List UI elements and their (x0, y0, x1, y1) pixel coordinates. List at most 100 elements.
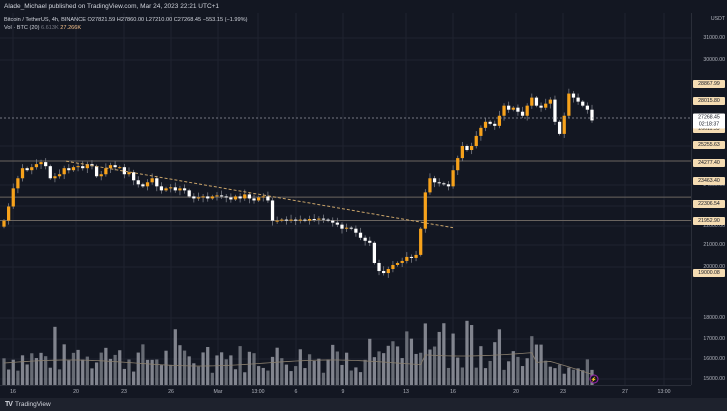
time-tick-label: 16 (450, 389, 456, 395)
volume-bar (557, 364, 562, 385)
volume-bar (150, 359, 154, 385)
symbol-name[interactable]: Bitcoin / TetherUS, 4h, BINANCE (4, 17, 86, 23)
trendline[interactable] (65, 160, 454, 229)
time-axis[interactable]: 16 20 23 26 Mar 13:00 6 9 13 16 20 23 27 13:00 (0, 385, 691, 398)
candlestick-chart[interactable]: ⚡ (0, 13, 691, 385)
candle (530, 97, 534, 106)
volume-bar (20, 355, 25, 385)
volume-value: 6.613K (41, 25, 59, 31)
candle (470, 146, 474, 151)
candle (553, 99, 557, 122)
volume-bar (294, 366, 298, 385)
volume-bar (247, 351, 252, 385)
volume-bar (266, 370, 270, 385)
volume-bar (553, 368, 557, 385)
price-tick-label: 20000.00 (703, 264, 725, 270)
volume-bar (2, 358, 6, 385)
volume-bar (470, 325, 474, 385)
price-level-label[interactable]: 19000.08 (693, 269, 725, 277)
candle (363, 237, 367, 241)
volume-bar (16, 370, 20, 385)
candle (127, 172, 131, 175)
candle (386, 269, 390, 274)
candle (2, 220, 6, 227)
time-tick-label: 13:00 (657, 389, 671, 395)
price-level-label[interactable]: 24277.40 (693, 159, 725, 167)
candle (224, 196, 228, 198)
volume-bar (372, 357, 377, 385)
candle (141, 184, 145, 187)
volume-bar (428, 349, 432, 385)
candle (437, 182, 441, 184)
candle (104, 168, 108, 175)
time-tick-label: 16 (10, 389, 16, 395)
volume-bar (57, 369, 62, 385)
volume-bar (395, 346, 400, 385)
candle (53, 176, 57, 179)
candle (358, 232, 363, 238)
candle (507, 105, 511, 110)
brand-name: TradingView (14, 401, 51, 408)
volume-bar (312, 360, 316, 385)
volume-bar (11, 359, 15, 385)
price-level-label[interactable]: 28867.99 (693, 80, 725, 88)
candle (187, 190, 191, 197)
candle (118, 167, 122, 169)
current-price-label[interactable]: 27268.45 02:18:37 (693, 113, 725, 129)
volume-bar (451, 333, 455, 385)
candle (344, 227, 349, 229)
price-level-label[interactable]: 26611.59 (693, 125, 725, 133)
lightning-event-icon[interactable] (589, 374, 599, 384)
publish-header: Alade_Michael published on TradingView.c… (0, 0, 727, 13)
volume-bar (99, 352, 103, 385)
volume-indicator-label[interactable]: Vol · BTC (20) (4, 25, 40, 31)
candle (442, 183, 446, 185)
price-tick-label: 18000.00 (703, 315, 725, 321)
candle (44, 162, 48, 167)
volume-bar (173, 329, 177, 385)
volume-bar (488, 360, 492, 385)
price-level-label[interactable]: 21952.90 (693, 217, 725, 225)
time-tick-label: Mar (213, 389, 223, 395)
chart-legend: Bitcoin / TetherUS, 4h, BINANCE O27821.5… (4, 16, 247, 32)
price-level-label[interactable]: 23463.40 (693, 177, 725, 185)
tradingview-mark-icon: TV (5, 401, 13, 408)
volume-bar (502, 369, 506, 385)
price-level-label[interactable]: 25255.63 (693, 141, 725, 149)
ohlc-close: C27268.45 (173, 17, 202, 23)
price-axis[interactable]: USDT 31000.0030000.0026000.0024000.00230… (691, 13, 727, 385)
volume-bar (493, 342, 497, 385)
currency-label: USDT (710, 16, 725, 22)
candle (247, 194, 252, 199)
volume-bar (474, 367, 478, 385)
chart-frame[interactable]: ⚡ Bitcoin / TetherUS, 4h, BINANCE O27821… (0, 13, 727, 398)
publish-info: Alade_Michael published on TradingView.c… (4, 3, 220, 10)
candle (414, 254, 418, 258)
candle (488, 121, 492, 124)
tradingview-logo[interactable]: TV TradingView (5, 398, 51, 411)
time-tick-label: 20 (513, 389, 519, 395)
candle (534, 97, 539, 106)
candle (85, 164, 89, 169)
candle (539, 105, 543, 108)
volume-bar (516, 356, 520, 385)
price-level-label[interactable]: 28015.80 (693, 97, 725, 105)
candle (409, 256, 414, 258)
candle (497, 115, 502, 126)
price-level-label[interactable]: 22306.54 (693, 200, 725, 208)
candle (57, 174, 62, 177)
candle (192, 196, 196, 199)
candle (257, 197, 261, 201)
candle (201, 196, 205, 198)
time-tick-label: 23 (560, 389, 566, 395)
volume-bar (321, 372, 326, 385)
volume-bar (34, 358, 39, 385)
volume-bar (159, 365, 164, 385)
volume-bar (432, 346, 437, 385)
chart-pane[interactable]: ⚡ Bitcoin / TetherUS, 4h, BINANCE O27821… (0, 13, 691, 385)
candle (48, 166, 52, 179)
volume-bar (182, 350, 187, 385)
volume-bar (94, 362, 99, 385)
ohlc-high: H27860.00 (116, 17, 145, 23)
volume-bar (201, 352, 205, 385)
